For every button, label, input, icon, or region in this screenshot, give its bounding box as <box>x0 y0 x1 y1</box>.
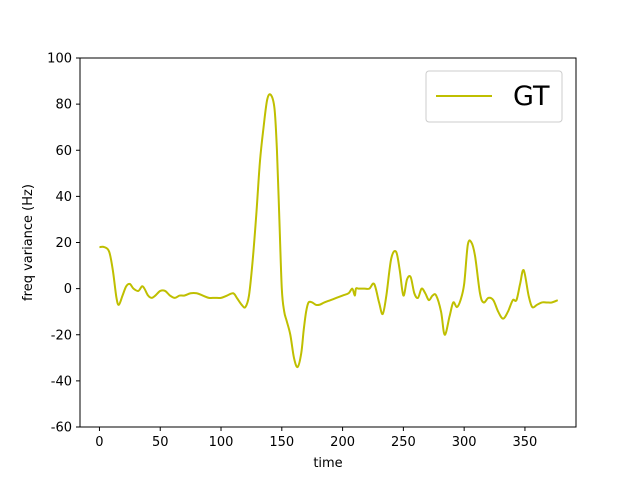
x-axis-label: time <box>313 456 342 471</box>
series-line-gt <box>99 93 559 369</box>
x-tick-label: 350 <box>513 435 538 450</box>
legend: GT <box>425 70 563 123</box>
y-tick-label: -40 <box>51 374 72 389</box>
y-tick-label: 100 <box>47 52 72 67</box>
y-tick-label: 20 <box>55 236 72 251</box>
y-tick-label: 40 <box>55 190 72 205</box>
x-tick-label: 50 <box>152 435 169 450</box>
x-tick-label: 250 <box>391 435 416 450</box>
legend-label-gt: GT <box>513 81 550 112</box>
plot-frame <box>79 57 577 428</box>
x-tick-label: 200 <box>330 435 355 450</box>
x-tick-label: 300 <box>452 435 477 450</box>
x-tick-label: 150 <box>269 435 294 450</box>
y-tick-label: -60 <box>51 421 72 436</box>
y-tick-label: 60 <box>55 144 72 159</box>
legend-box <box>425 70 563 123</box>
y-tick-label: -20 <box>51 328 72 343</box>
y-tick-label: 0 <box>64 282 72 297</box>
y-axis-ticks: -60 -40 -20 0 20 40 60 80 100 <box>47 52 80 436</box>
x-axis-ticks: 0 50 100 150 200 250 300 350 <box>95 427 537 450</box>
x-tick-label: 0 <box>95 435 103 450</box>
y-tick-label: 80 <box>55 98 72 113</box>
y-axis-label: freq variance (Hz) <box>21 184 36 301</box>
x-tick-label: 100 <box>209 435 234 450</box>
series-layer <box>99 93 559 369</box>
